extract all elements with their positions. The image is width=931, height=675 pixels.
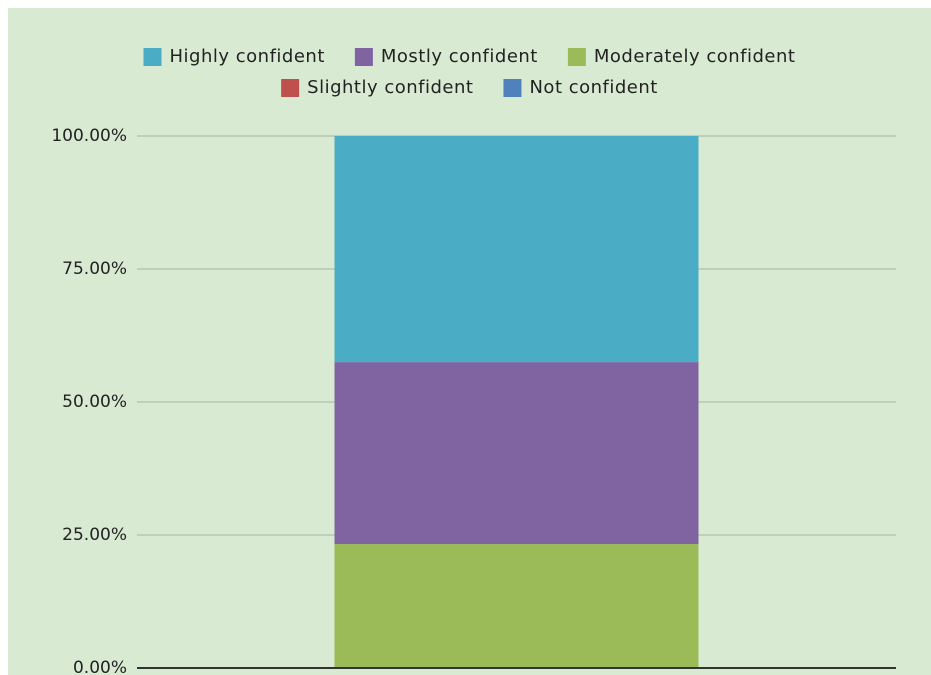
- y-tick-label: 100.00%: [51, 126, 127, 146]
- legend-label: Highly confident: [170, 46, 325, 67]
- legend-label: Not confident: [529, 77, 657, 98]
- legend-label: Mostly confident: [381, 46, 538, 67]
- legend-swatch: [143, 48, 162, 66]
- legend-swatch: [354, 48, 373, 66]
- legend-swatch: [503, 79, 522, 97]
- legend-swatch: [281, 79, 300, 97]
- bar-segment: [334, 362, 699, 545]
- bar-segment: [334, 136, 699, 363]
- legend-swatch: [567, 48, 586, 66]
- legend-label: Moderately confident: [594, 46, 796, 67]
- y-tick-label: 25.00%: [62, 525, 127, 545]
- legend-label: Slightly confident: [307, 77, 473, 98]
- bar-segment: [334, 544, 699, 668]
- y-tick-label: 0.00%: [73, 658, 127, 675]
- y-tick-label: 50.00%: [62, 392, 127, 412]
- y-tick-label: 75.00%: [62, 259, 127, 279]
